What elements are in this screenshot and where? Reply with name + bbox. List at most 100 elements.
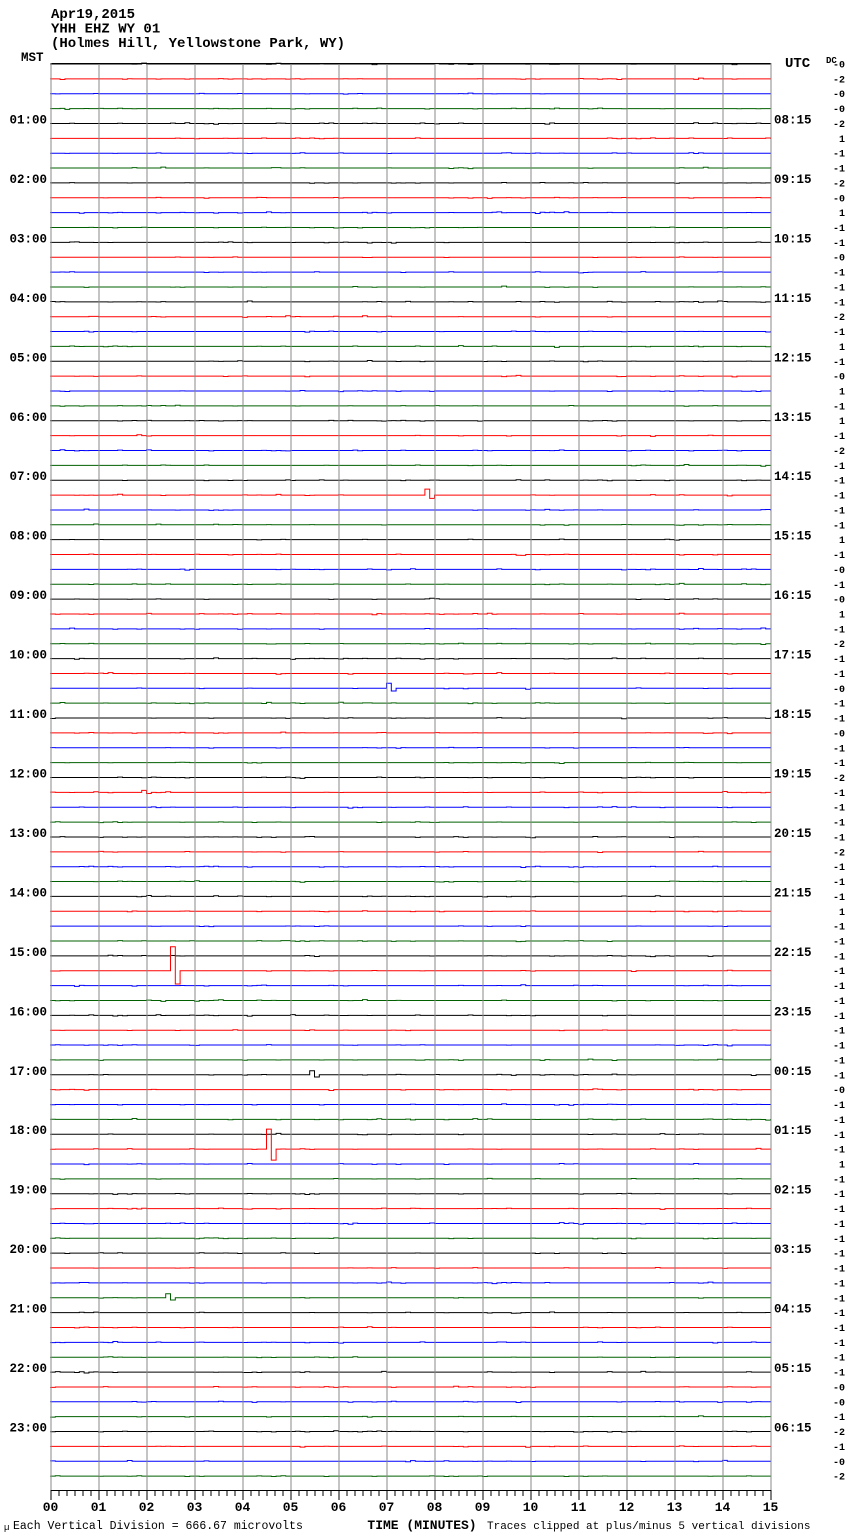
svg-text:04: 04 (235, 1500, 251, 1515)
svg-text:-1: -1 (833, 625, 845, 636)
svg-text:-1: -1 (833, 1205, 845, 1216)
svg-text:07:00: 07:00 (9, 470, 47, 484)
svg-text:-0: -0 (833, 1398, 845, 1409)
svg-text:17:15: 17:15 (774, 649, 812, 663)
svg-text:09:00: 09:00 (9, 589, 47, 603)
svg-text:-1: -1 (833, 328, 845, 339)
svg-text:21:00: 21:00 (9, 1303, 47, 1317)
svg-text:05:15: 05:15 (774, 1362, 812, 1376)
svg-text:-1: -1 (833, 150, 845, 161)
svg-text:-1: -1 (833, 1056, 845, 1067)
svg-text:08:00: 08:00 (9, 530, 47, 544)
svg-text:-0: -0 (833, 254, 845, 265)
svg-text:-1: -1 (833, 1101, 845, 1112)
svg-text:01: 01 (91, 1500, 107, 1515)
svg-text:02: 02 (139, 1500, 155, 1515)
svg-text:04:15: 04:15 (774, 1303, 812, 1317)
svg-text:Traces clipped at plus/minus 5: Traces clipped at plus/minus 5 vertical … (487, 1521, 810, 1533)
svg-text:-1: -1 (833, 863, 845, 874)
svg-text:1: 1 (839, 388, 845, 399)
svg-text:-1: -1 (833, 1027, 845, 1038)
svg-text:23:15: 23:15 (774, 1005, 812, 1019)
svg-text:1: 1 (839, 209, 845, 220)
svg-text:(Holmes Hill, Yellowstone Park: (Holmes Hill, Yellowstone Park, WY) (51, 36, 345, 52)
svg-text:TIME (MINUTES): TIME (MINUTES) (367, 1518, 476, 1533)
svg-text:-1: -1 (833, 997, 845, 1008)
svg-text:-1: -1 (833, 1071, 845, 1082)
svg-text:03:15: 03:15 (774, 1243, 812, 1257)
svg-text:-1: -1 (833, 269, 845, 280)
svg-text:11:00: 11:00 (9, 708, 47, 722)
svg-text:22:15: 22:15 (774, 946, 812, 960)
svg-text:05: 05 (283, 1500, 299, 1515)
svg-text:-0: -0 (833, 729, 845, 740)
svg-text:16:00: 16:00 (9, 1005, 47, 1019)
svg-text:-2: -2 (833, 848, 845, 859)
svg-text:-1: -1 (833, 938, 845, 949)
svg-text:-1: -1 (833, 432, 845, 443)
svg-text:15: 15 (763, 1500, 779, 1515)
svg-text:-2: -2 (833, 120, 845, 131)
svg-text:13: 13 (667, 1500, 683, 1515)
svg-text:-1: -1 (833, 655, 845, 666)
svg-text:13:00: 13:00 (9, 827, 47, 841)
svg-text:-1: -1 (833, 789, 845, 800)
svg-text:-1: -1 (833, 923, 845, 934)
svg-text:-1: -1 (833, 1279, 845, 1290)
svg-text:-1: -1 (833, 165, 845, 176)
svg-text:09:15: 09:15 (774, 173, 812, 187)
svg-text:-1: -1 (833, 982, 845, 993)
svg-text:08:15: 08:15 (774, 114, 812, 128)
svg-text:11: 11 (571, 1500, 587, 1515)
svg-text:-1: -1 (833, 1369, 845, 1380)
svg-text:17:00: 17:00 (9, 1065, 47, 1079)
svg-text:-0: -0 (833, 1086, 845, 1097)
svg-text:06:15: 06:15 (774, 1422, 812, 1436)
svg-text:UTC: UTC (785, 56, 811, 72)
svg-text:09: 09 (475, 1500, 491, 1515)
svg-text:-1: -1 (833, 744, 845, 755)
svg-text:-1: -1 (833, 224, 845, 235)
svg-text:05:00: 05:00 (9, 351, 47, 365)
svg-text:-1: -1 (833, 715, 845, 726)
svg-text:10:00: 10:00 (9, 649, 47, 663)
svg-text:-1: -1 (833, 581, 845, 592)
svg-text:12:15: 12:15 (774, 351, 812, 365)
svg-text:-1: -1 (833, 521, 845, 532)
svg-text:04:00: 04:00 (9, 292, 47, 306)
svg-text:-1: -1 (833, 506, 845, 517)
svg-text:13:15: 13:15 (774, 411, 812, 425)
svg-text:-1: -1 (833, 893, 845, 904)
svg-text:-0: -0 (833, 90, 845, 101)
svg-text:-1: -1 (833, 1220, 845, 1231)
svg-text:-0: -0 (833, 596, 845, 607)
svg-text:1: 1 (839, 536, 845, 547)
svg-text:18:00: 18:00 (9, 1124, 47, 1138)
svg-text:-0: -0 (833, 1458, 845, 1469)
svg-text:-1: -1 (833, 1131, 845, 1142)
svg-text:07: 07 (379, 1500, 395, 1515)
svg-text:1: 1 (839, 1161, 845, 1172)
svg-text:MST: MST (21, 51, 44, 65)
svg-text:14:15: 14:15 (774, 470, 812, 484)
svg-text:1: 1 (839, 908, 845, 919)
svg-text:22:00: 22:00 (9, 1362, 47, 1376)
svg-text:-1: -1 (833, 1294, 845, 1305)
svg-text:03: 03 (187, 1500, 203, 1515)
svg-text:1: 1 (839, 611, 845, 622)
svg-text:-1: -1 (833, 834, 845, 845)
svg-text:-1: -1 (833, 1324, 845, 1335)
svg-text:-2: -2 (833, 447, 845, 458)
svg-text:-1: -1 (833, 1250, 845, 1261)
svg-text:19:00: 19:00 (9, 1184, 47, 1198)
svg-text:-1: -1 (833, 1265, 845, 1276)
svg-text:-2: -2 (833, 179, 845, 190)
svg-text:-1: -1 (833, 1190, 845, 1201)
svg-text:-1: -1 (833, 759, 845, 770)
svg-text:-2: -2 (833, 75, 845, 86)
svg-text:14: 14 (715, 1500, 731, 1515)
svg-text:-1: -1 (833, 804, 845, 815)
svg-text:-0: -0 (833, 685, 845, 696)
svg-text:02:00: 02:00 (9, 173, 47, 187)
svg-text:-2: -2 (833, 640, 845, 651)
